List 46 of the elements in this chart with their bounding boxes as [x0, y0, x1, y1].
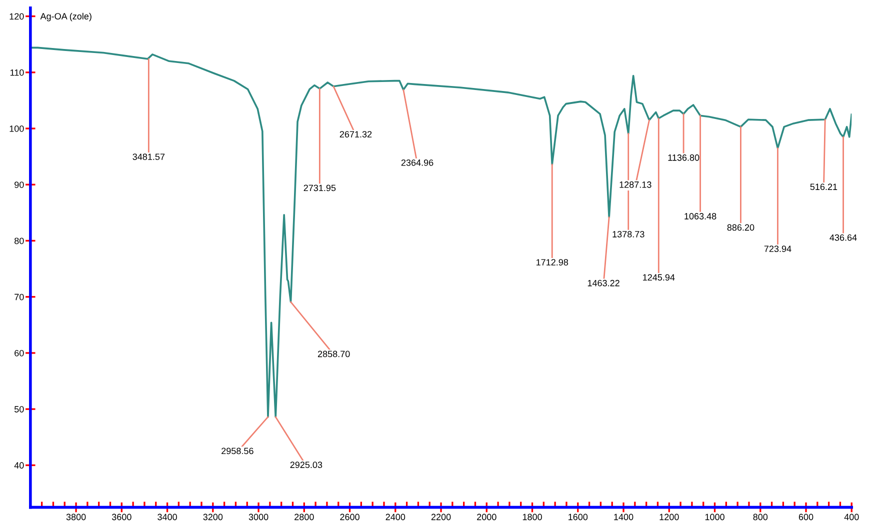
- annotation: 723.94: [764, 246, 792, 252]
- text: Ag-OA (zole): [40, 12, 92, 22]
- annotation: 1712.98: [536, 259, 568, 266]
- x-tick-label: 800: [753, 514, 768, 520]
- annotation: 1245.94: [643, 274, 675, 281]
- x-tick-label: 1600: [568, 514, 588, 520]
- x-tick-label: 2000: [477, 514, 496, 520]
- y-tick-label: 60: [14, 350, 24, 356]
- y-tick-label: 80: [14, 238, 24, 244]
- x-tick-label: 400: [844, 514, 859, 520]
- x-tick-label: 2400: [386, 514, 406, 520]
- y-tick-label: 110: [10, 69, 24, 76]
- x-tick-label: 3200: [203, 514, 223, 520]
- annotation: 1378.73: [612, 231, 644, 238]
- x-tick-label: 2600: [340, 514, 360, 520]
- y-tick-label: 100: [10, 125, 24, 132]
- y-tick-label: 50: [14, 406, 24, 412]
- annotation: 1063.48: [684, 213, 716, 220]
- x-tick-label: 1200: [660, 514, 679, 520]
- x-tick-label: 3400: [158, 514, 177, 520]
- annotation: 2731.95: [304, 184, 336, 192]
- annotation: 436.64: [830, 234, 857, 241]
- annotation: 2925.03: [290, 462, 322, 468]
- x-tick-label: 3800: [66, 514, 86, 520]
- x-tick-label: 1000: [705, 514, 724, 520]
- y-tick-label: 90: [14, 182, 24, 188]
- annotation: 516.21: [810, 184, 838, 190]
- annotation: 1287.13: [620, 181, 652, 188]
- annotation: 1136.80: [668, 154, 700, 161]
- annotation: 2671.32: [340, 131, 372, 138]
- annotation: 2858.70: [318, 350, 350, 358]
- y-tick-label: 120: [10, 13, 24, 20]
- x-tick-label: 600: [798, 514, 814, 520]
- annotation: 2364.96: [401, 159, 434, 166]
- x-tick-label: 2800: [294, 514, 314, 520]
- x-tick-label: 1400: [614, 514, 634, 520]
- y-tick-label: 40: [14, 462, 24, 469]
- x-tick-label: 2200: [431, 514, 451, 520]
- annotation: 2958.56: [222, 448, 254, 454]
- annotation: 1463.22: [588, 280, 620, 286]
- annotation: 3481.57: [132, 154, 165, 160]
- x-tick-label: 3000: [248, 514, 268, 520]
- annotation: 886.20: [727, 224, 754, 231]
- x-tick-label: 3600: [112, 514, 132, 520]
- y-tick-label: 70: [14, 294, 24, 300]
- x-tick-label: 1800: [522, 514, 542, 520]
